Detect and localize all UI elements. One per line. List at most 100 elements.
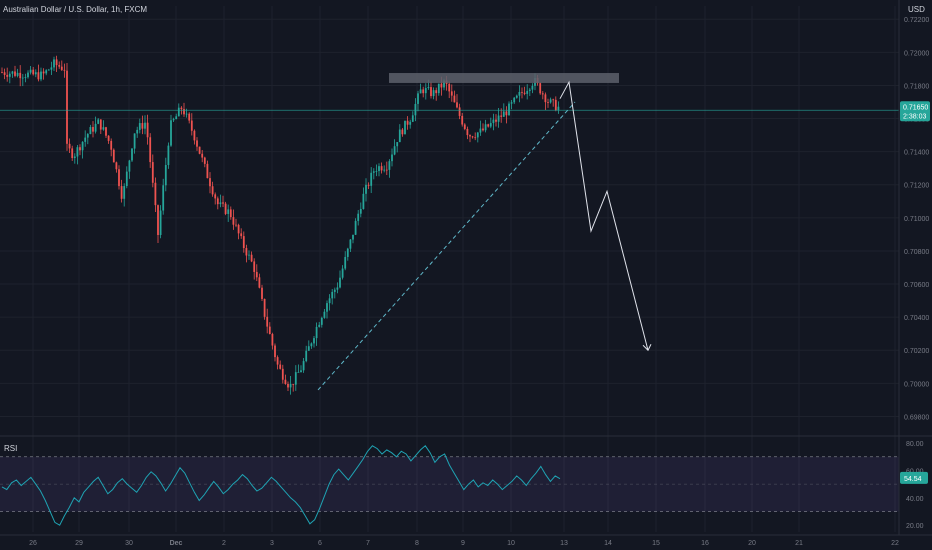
candle-body <box>224 203 227 214</box>
time-tick-label: 22 <box>891 540 899 547</box>
candle-body <box>133 133 136 149</box>
candle-body <box>227 209 230 214</box>
candle-body <box>37 72 40 80</box>
candle-body <box>287 383 289 388</box>
time-tick-label: 30 <box>125 540 133 547</box>
chart-drawings[interactable] <box>0 73 899 391</box>
candle-body <box>58 65 61 67</box>
candle-body <box>97 119 100 124</box>
candle-body <box>552 99 555 101</box>
candle-body <box>157 205 159 235</box>
candle-body <box>68 143 71 149</box>
candle-body <box>510 102 513 104</box>
grid-lines <box>0 6 899 532</box>
candle-body <box>1 72 3 74</box>
candle-body <box>79 147 81 151</box>
candle-body <box>112 149 115 163</box>
candle-body <box>297 372 300 373</box>
candle-body <box>3 72 6 75</box>
rsi-value-label: 54.54 <box>904 476 922 483</box>
candle-body <box>466 128 469 136</box>
candle-body <box>476 132 479 138</box>
candle-body <box>315 326 318 339</box>
candle-body <box>310 343 313 347</box>
candle-body <box>167 145 170 166</box>
time-tick-label: 21 <box>795 540 803 547</box>
rsi-tick-label: 40.00 <box>906 496 924 503</box>
candle-body <box>29 69 32 73</box>
candle-body <box>489 123 492 127</box>
candle-body <box>323 311 326 318</box>
candle-body <box>432 90 435 97</box>
candle-body <box>305 350 308 362</box>
candle-body <box>42 71 45 74</box>
candle-body <box>391 154 393 162</box>
candle-body <box>141 123 144 129</box>
candle-body <box>188 113 191 121</box>
candle-body <box>76 147 79 157</box>
candle-body <box>164 165 167 186</box>
candle-body <box>94 123 97 132</box>
candle-body <box>180 107 183 110</box>
candle-body <box>521 91 523 93</box>
candle-body <box>430 87 432 97</box>
candle-body <box>102 127 105 130</box>
resistance-zone-box <box>389 73 619 83</box>
candle-body <box>232 217 235 225</box>
candle-body <box>435 90 438 94</box>
candle-body <box>81 141 84 151</box>
candle-body <box>211 186 214 195</box>
last-price-value: 0.71650 <box>903 104 928 111</box>
candle-body <box>508 103 510 116</box>
time-tick-label: 20 <box>748 540 756 547</box>
candle-body <box>365 184 367 194</box>
candle-body <box>21 77 24 79</box>
candle-body <box>237 224 240 234</box>
rsi-title: RSI <box>4 444 17 453</box>
candle-body <box>248 254 250 256</box>
price-tick-label: 0.72200 <box>904 17 929 24</box>
candle-body <box>404 120 406 135</box>
candle-body <box>245 248 248 256</box>
candle-body <box>495 119 497 122</box>
candle-body <box>440 83 443 88</box>
time-tick-label: 7 <box>366 540 370 547</box>
candle-body <box>456 102 458 108</box>
candle-body <box>222 202 224 204</box>
time-tick-label: 16 <box>701 540 709 547</box>
candle-body <box>497 115 500 122</box>
candle-body <box>383 169 386 171</box>
candle-body <box>206 163 209 179</box>
candle-body <box>331 291 334 299</box>
candle-body <box>359 208 362 214</box>
candle-body <box>352 234 354 240</box>
candle-body <box>422 89 425 94</box>
candle-body <box>6 74 9 77</box>
rsi-tick-label: 20.00 <box>906 523 924 530</box>
candle-body <box>131 148 133 161</box>
candle-body <box>24 77 27 79</box>
candle-body <box>424 88 427 94</box>
rsi-tick-label: 80.00 <box>906 441 924 448</box>
candle-body <box>55 59 58 66</box>
candle-body <box>417 93 419 104</box>
candle-body <box>463 124 466 129</box>
candle-body <box>154 182 157 206</box>
candle-body <box>271 333 274 346</box>
price-tick-label: 0.70000 <box>904 381 929 388</box>
symbol-title: Australian Dollar / U.S. Dollar, 1h, FXC… <box>3 5 147 14</box>
candle-body <box>107 135 110 141</box>
time-tick-label: 6 <box>318 540 322 547</box>
projection-path <box>559 80 649 351</box>
candle-body <box>346 248 349 257</box>
candle-body <box>136 129 139 134</box>
candle-body <box>414 103 417 116</box>
time-tick-label: 3 <box>270 540 274 547</box>
candle-body <box>279 364 282 369</box>
candle-body <box>123 186 126 199</box>
candle-body <box>32 69 35 75</box>
candle-body <box>71 148 74 159</box>
candle-body <box>235 224 237 226</box>
